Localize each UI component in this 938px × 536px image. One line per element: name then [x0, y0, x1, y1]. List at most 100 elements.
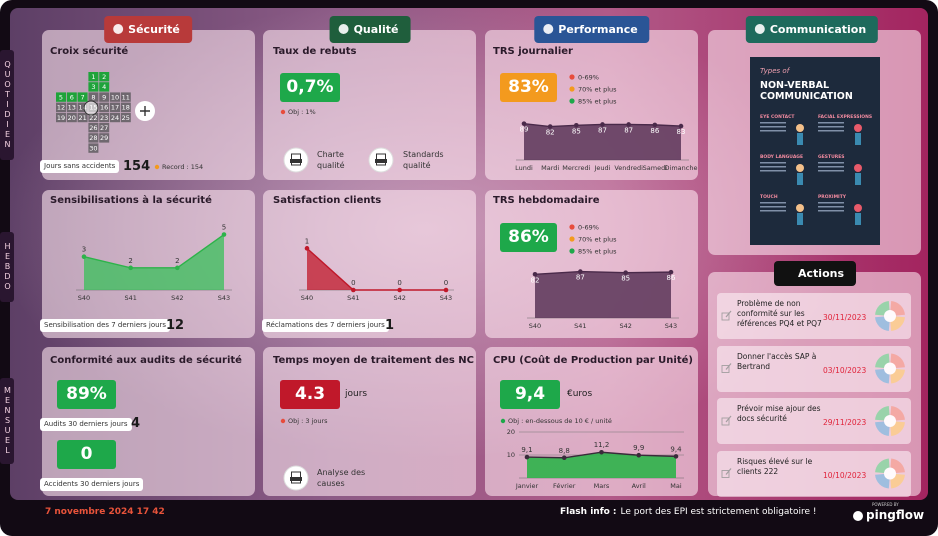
- x-tick-label: S42: [393, 294, 405, 302]
- value-label: 89: [520, 126, 529, 134]
- x-tick-label: Mars: [594, 482, 610, 490]
- flash-text: Le port des EPI est strictement obligato…: [620, 507, 817, 517]
- day-number: 12: [57, 104, 65, 112]
- card-title: CPU (Coût de Production par Unité): [493, 355, 693, 366]
- x-tick-label: Lundi: [515, 164, 533, 172]
- x-tick-label: Jeudi: [594, 164, 611, 172]
- poster-text-line: [818, 170, 844, 172]
- day-number: 20: [68, 114, 76, 122]
- card-title: Croix sécurité: [50, 46, 129, 57]
- day-number: 25: [122, 114, 130, 122]
- poster-figure: [854, 124, 862, 132]
- day-cell: [110, 112, 120, 123]
- value-label: 83: [677, 128, 686, 136]
- value-label: 86: [667, 274, 676, 282]
- x-tick-label: Février: [553, 482, 576, 490]
- action-date: 03/10/2023: [823, 365, 867, 375]
- legend-label: 0-69%: [578, 224, 599, 232]
- x-tick-label: Mardi: [541, 164, 559, 172]
- action-item[interactable]: [717, 345, 911, 392]
- x-tick-label: S40: [301, 294, 313, 302]
- day-number: 10: [111, 93, 119, 101]
- counter-label: Accidents 30 derniers jours: [40, 478, 144, 491]
- day-number: 11: [122, 93, 130, 101]
- section-header: Qualité: [329, 16, 411, 43]
- day-number: 28: [89, 134, 97, 142]
- point: [547, 124, 553, 129]
- poster-heading: EYE CONTACT: [760, 114, 795, 120]
- day-cell: [88, 112, 99, 123]
- action-text: Problème de non conformité sur les référ…: [737, 299, 822, 328]
- poster-text-line: [760, 202, 786, 204]
- value-label: 0: [397, 279, 401, 287]
- point: [673, 454, 679, 459]
- point: [578, 269, 583, 274]
- day-number: 21: [78, 114, 86, 122]
- poster-text-line: [818, 162, 844, 164]
- poster-figure-body: [855, 133, 861, 145]
- value-label: 9,9: [633, 444, 644, 452]
- card-title: Sensibilisations à la sécurité: [50, 195, 212, 206]
- point: [652, 122, 658, 128]
- objective: Obj : 3 jours: [288, 417, 328, 425]
- objective-dot: [154, 164, 160, 170]
- unit: €uros: [567, 389, 593, 399]
- day-cell: [99, 112, 110, 123]
- day-cell: [110, 102, 120, 112]
- poster-text-line: [818, 206, 844, 208]
- action-text: Risques élevé sur le clients 222: [737, 456, 813, 476]
- value-label: 87: [576, 274, 585, 282]
- day-number: 23: [100, 114, 108, 122]
- kpi-value: 4.3: [280, 380, 340, 409]
- poster-figure: [796, 124, 804, 132]
- day-number: 22: [89, 114, 97, 122]
- point: [521, 121, 527, 126]
- unit: jours: [345, 389, 368, 399]
- doc-link[interactable]: Charte qualité: [317, 150, 345, 170]
- value-label: 1: [305, 237, 309, 245]
- section-header: Performance: [534, 16, 650, 43]
- poster-text-line: [760, 126, 786, 128]
- action-item[interactable]: [717, 450, 911, 497]
- value-label: 3: [82, 246, 86, 254]
- poster-figure: [796, 164, 804, 172]
- legend-dot: [569, 224, 575, 230]
- doc-link[interactable]: Standards qualité: [403, 150, 444, 170]
- action-date: 29/11/2023: [823, 418, 867, 427]
- day-cell: [99, 72, 110, 82]
- poster-figure: [796, 204, 804, 212]
- poster-title: NON-VERBAL: [760, 80, 829, 91]
- poster-text-line: [760, 162, 786, 164]
- day-number: 2: [102, 73, 106, 81]
- point: [626, 122, 631, 127]
- x-tick-label: S41: [347, 294, 359, 302]
- day-number: 29: [100, 134, 108, 142]
- day-cell: [120, 92, 131, 102]
- action-item[interactable]: [717, 293, 911, 339]
- side-label: MENSUEL: [0, 378, 14, 464]
- day-cell: [66, 102, 77, 112]
- doc-link[interactable]: Analyse des causes: [317, 468, 366, 488]
- day-cell: [56, 102, 66, 112]
- y-tick-label: 20: [507, 428, 515, 436]
- value-label: 0: [351, 279, 355, 287]
- day-cell: [99, 92, 110, 102]
- day-cell: [77, 102, 88, 112]
- day-number: 18: [122, 104, 130, 112]
- brand-logo: [853, 511, 863, 521]
- value-label: 2: [128, 257, 132, 265]
- section-icon: [338, 24, 349, 34]
- add-icon: [140, 106, 150, 116]
- day-number: 1: [91, 73, 95, 81]
- legend-label: 85% et plus: [578, 248, 617, 256]
- poster-text-line: [760, 206, 786, 208]
- pdf-band: [290, 477, 302, 481]
- action-item[interactable]: [717, 398, 911, 444]
- area: [307, 248, 446, 290]
- poster-heading: FACIAL EXPRESSIONS: [818, 114, 872, 120]
- value-label: 5: [222, 224, 226, 232]
- x-tick-label: S42: [171, 294, 183, 302]
- day-cell: [77, 92, 88, 102]
- point: [175, 265, 180, 271]
